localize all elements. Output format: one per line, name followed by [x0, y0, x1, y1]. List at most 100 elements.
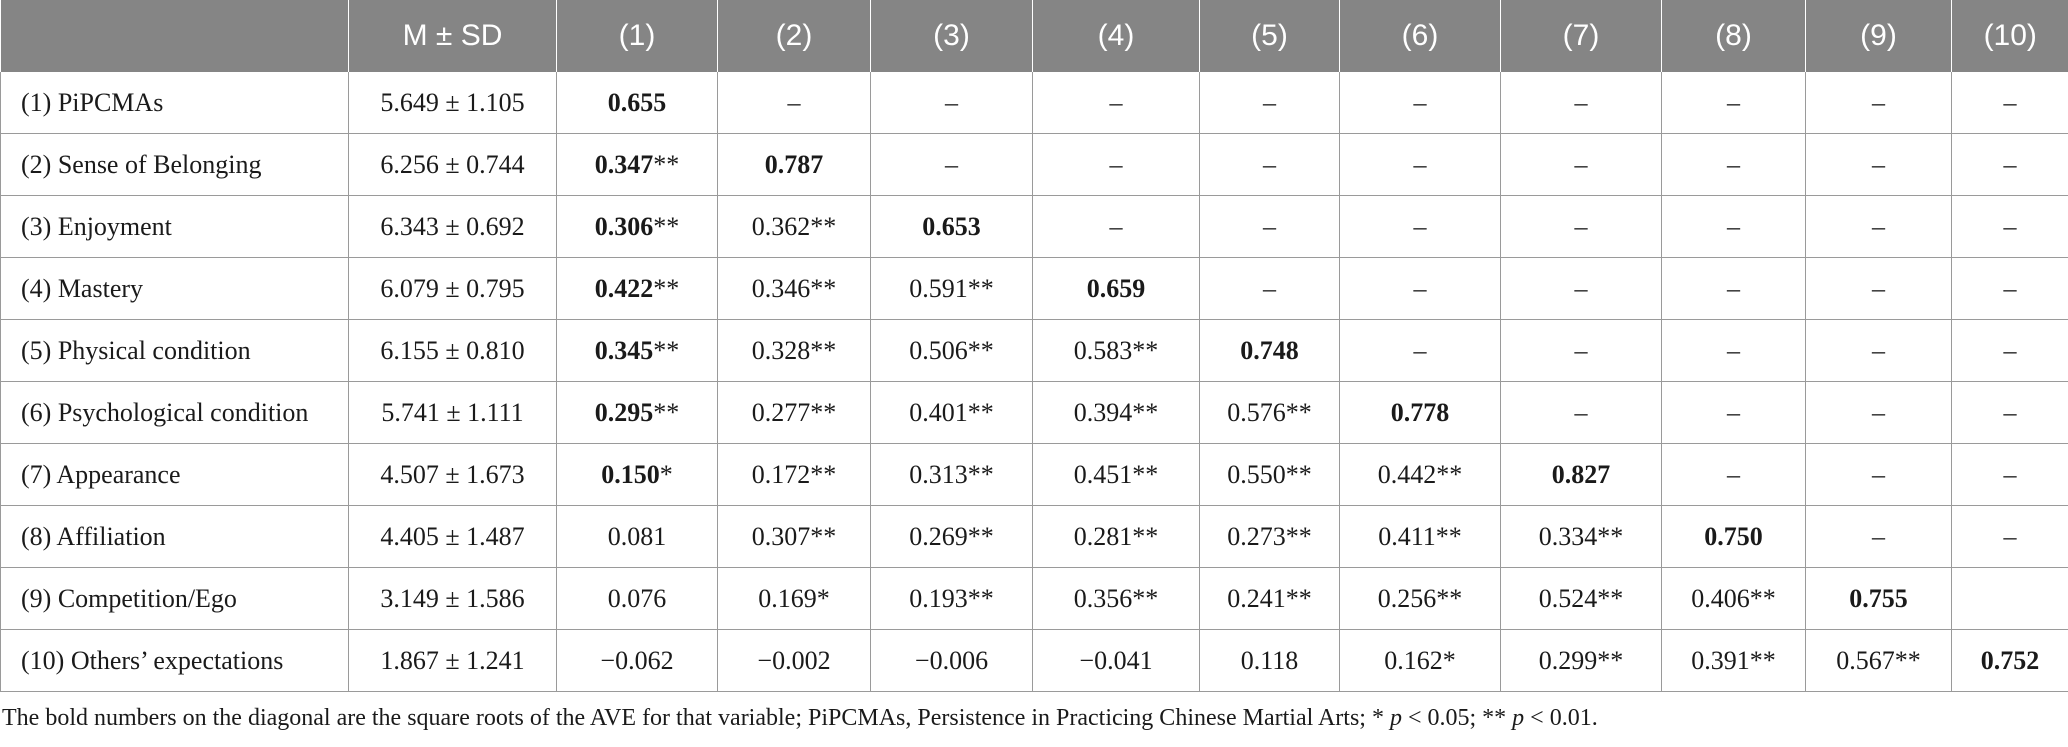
cell-value: 0.750	[1704, 521, 1763, 551]
cell-value: –	[1109, 211, 1123, 241]
cell-value: –	[2003, 459, 2017, 489]
mean-sd-cell: 5.741 ± 1.111	[348, 381, 557, 444]
cell-value: –	[1413, 87, 1427, 117]
cell-value: –	[1727, 273, 1740, 303]
correlation-cell: 0.306**	[556, 195, 718, 258]
cell-value: 0.752	[1980, 645, 2040, 675]
cell-value: –	[1263, 149, 1276, 179]
correlation-cell: −0.006	[870, 629, 1033, 692]
correlation-cell: –	[1500, 319, 1662, 382]
correlation-cell: –	[1339, 195, 1501, 258]
mean-sd-cell: 6.155 ± 0.810	[348, 319, 557, 382]
significance-marker: **	[967, 521, 994, 551]
cell-value: 0.256	[1377, 583, 1437, 613]
significance-marker: *	[816, 583, 830, 613]
cell-value: –	[1413, 149, 1427, 179]
cell-value: 0.172	[751, 459, 811, 489]
cell-value: −0.002	[757, 645, 831, 675]
correlation-cell: 0.277**	[717, 381, 871, 444]
correlation-cell: –	[1500, 72, 1662, 134]
cell-value: –	[1574, 397, 1588, 427]
significance-marker: **	[1435, 521, 1462, 551]
table-row: (1) PiPCMAs 5.649 ± 1.105 0.655 – – – – – – – – –	[0, 72, 2068, 134]
diagonal-cell: 0.659	[1032, 257, 1200, 320]
correlation-cell: –	[1805, 133, 1952, 196]
correlation-cell: 0.506**	[870, 319, 1033, 382]
row-label: (10) Others’ expectations	[0, 629, 349, 692]
correlation-cell: 0.172**	[717, 443, 871, 506]
correlation-cell: 0.362**	[717, 195, 871, 258]
diagonal-cell: 0.787	[717, 133, 871, 196]
cell-value: –	[2003, 397, 2017, 427]
footnote-p-threshold: < 0.05; **	[1401, 705, 1513, 731]
cell-value: –	[1872, 273, 1885, 303]
significance-marker: **	[810, 335, 837, 365]
cell-value: 0.659	[1086, 273, 1146, 303]
diagonal-cell: 0.827	[1500, 443, 1662, 506]
significance-marker: **	[967, 583, 994, 613]
correlation-cell: –	[870, 72, 1033, 134]
correlation-cell: –	[1199, 195, 1340, 258]
cell-value: –	[1872, 459, 1885, 489]
correlation-cell: –	[1339, 319, 1501, 382]
significance-marker: **	[1436, 583, 1463, 613]
cell-value: –	[2003, 273, 2017, 303]
cell-value: 0.411	[1378, 521, 1436, 551]
correlation-cell: –	[1661, 257, 1806, 320]
cell-value: 0.567	[1836, 645, 1895, 675]
correlation-cell: –	[1805, 195, 1952, 258]
cell-value: 0.827	[1551, 459, 1611, 489]
cell-value: –	[1727, 459, 1740, 489]
correlation-cell: –	[1951, 319, 2068, 382]
correlation-cell: –	[1805, 319, 1952, 382]
table-row: (5) Physical condition 6.155 ± 0.810 0.345…	[0, 319, 2068, 382]
significance-marker: **	[1749, 583, 1776, 613]
cell-value: 0.748	[1240, 335, 1299, 365]
correlation-cell: 0.346**	[717, 257, 871, 320]
cell-value: 0.391	[1691, 645, 1750, 675]
cell-value: –	[1109, 87, 1123, 117]
significance-marker: **	[1597, 521, 1624, 551]
cell-value: –	[1413, 211, 1427, 241]
cell-value: –	[2003, 87, 2017, 117]
cell-value: 0.281	[1073, 521, 1133, 551]
significance-marker: **	[810, 397, 837, 427]
cell-value: –	[1872, 149, 1885, 179]
table-header-row: M ± SD (1) (2) (3) (4) (5) (6) (7) (8) (9) (10)	[0, 0, 2068, 72]
mean-sd-cell: 6.079 ± 0.795	[348, 257, 557, 320]
cell-value: 0.422	[594, 273, 654, 303]
cell-value: –	[1727, 335, 1740, 365]
cell-value: –	[1263, 87, 1276, 117]
significance-marker: **	[967, 273, 994, 303]
correlation-cell: –	[1951, 72, 2068, 134]
significance-marker: **	[810, 273, 837, 303]
cell-value: 0.162	[1384, 645, 1443, 675]
cell-value: 0.076	[607, 583, 667, 613]
correlation-cell: 0.334**	[1500, 505, 1662, 568]
correlation-cell: –	[1951, 443, 2068, 506]
cell-value: –	[945, 87, 958, 117]
cell-value: 0.345	[594, 335, 654, 365]
diagonal-cell: 0.653	[870, 195, 1033, 258]
correlation-cell: 0.356**	[1032, 567, 1200, 630]
cell-value: –	[2003, 149, 2017, 179]
header-cell-col: (6)	[1339, 0, 1501, 72]
cell-value: 0.394	[1073, 397, 1133, 427]
correlation-cell: 0.256**	[1339, 567, 1501, 630]
cell-value: –	[1574, 273, 1588, 303]
correlation-cell: 0.313**	[870, 443, 1033, 506]
correlation-cell: –	[1339, 133, 1501, 196]
row-label: (3) Enjoyment	[0, 195, 349, 258]
table-body: (1) PiPCMAs 5.649 ± 1.105 0.655 – – – – – – – – – (2…	[0, 72, 2068, 692]
correlation-cell: 0.169*	[717, 567, 871, 630]
significance-marker: **	[810, 521, 837, 551]
correlation-cell: 0.269**	[870, 505, 1033, 568]
correlation-cell: –	[1032, 195, 1200, 258]
cell-value: 0.081	[607, 521, 667, 551]
header-cell-col: (2)	[717, 0, 871, 72]
correlation-cell: 0.299**	[1500, 629, 1662, 692]
correlation-cell: 0.406**	[1661, 567, 1806, 630]
correlation-cell: 0.550**	[1199, 443, 1340, 506]
table-row: (9) Competition/Ego 3.149 ± 1.586 0.076 0.1…	[0, 567, 2068, 630]
correlation-cell: –	[1199, 72, 1340, 134]
